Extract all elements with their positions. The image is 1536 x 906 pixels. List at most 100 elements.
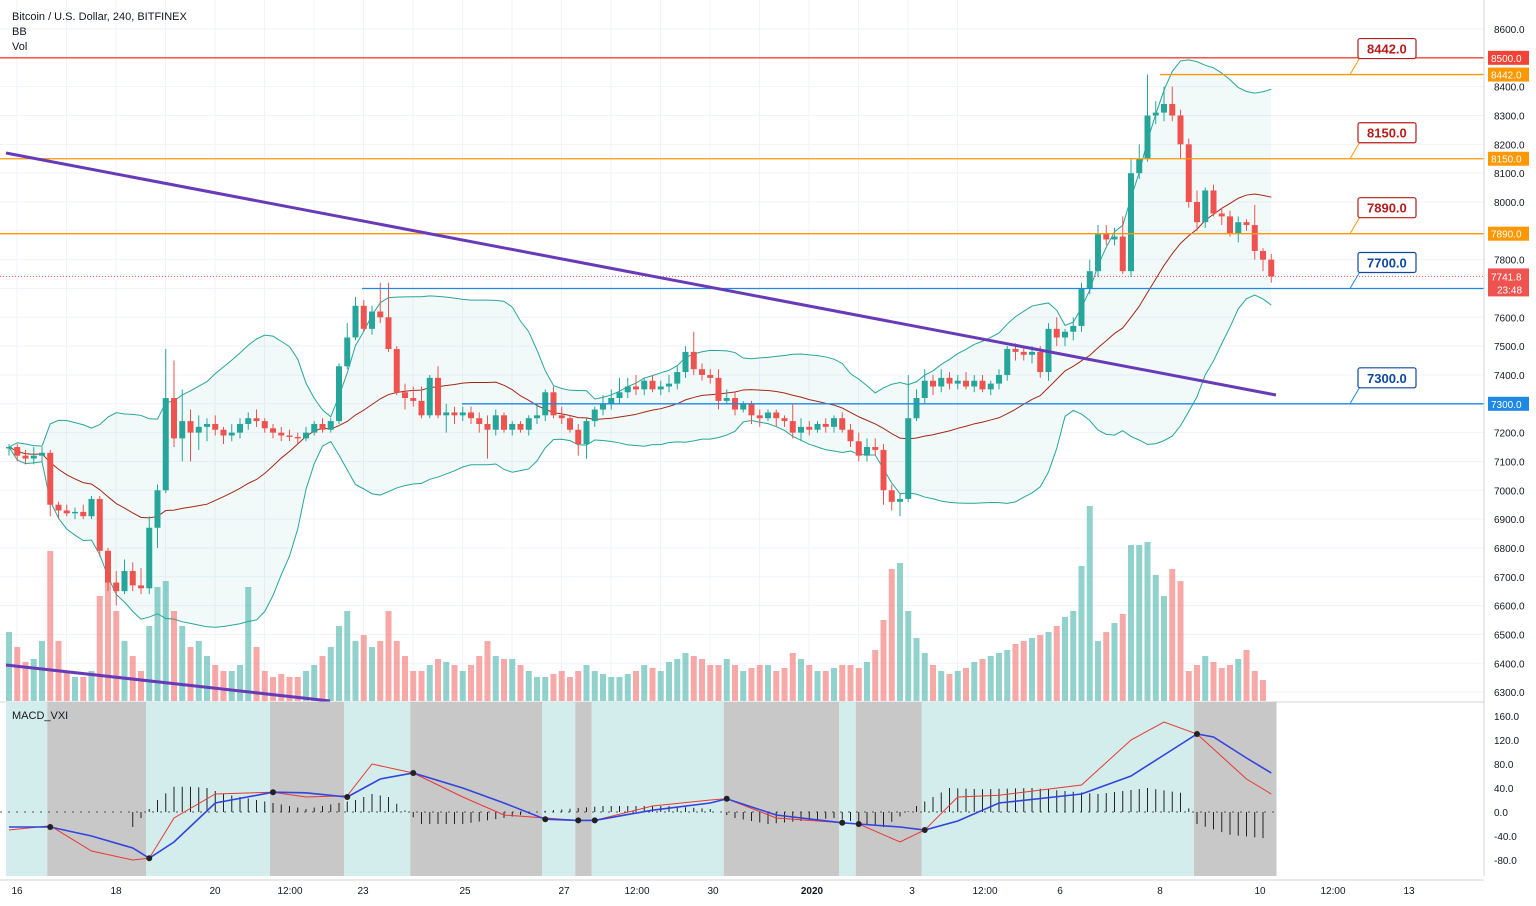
candle-body <box>1161 103 1167 113</box>
candle-body <box>864 447 870 456</box>
candle-body <box>509 423 516 430</box>
volume-bar <box>641 665 648 701</box>
candle-body <box>1210 190 1217 214</box>
candle-body <box>938 377 945 387</box>
candle-body <box>657 386 664 390</box>
price-tick-label: 7200.0 <box>1494 429 1525 440</box>
callout-label: 8150.0 <box>1367 126 1407 141</box>
candle-body <box>187 421 194 433</box>
candle-body <box>146 527 153 589</box>
price-axis-tag <box>1488 226 1529 241</box>
candle-body <box>501 415 507 430</box>
candle-body <box>352 305 359 338</box>
candle-body <box>319 423 326 430</box>
candle-body <box>624 386 631 393</box>
candle-body <box>575 429 582 445</box>
candle-body <box>987 383 994 390</box>
volume-bar <box>418 671 425 701</box>
time-tick-label: 18 <box>110 886 122 897</box>
candle-body <box>1037 351 1044 373</box>
candle-body <box>212 423 219 430</box>
macd-pane <box>0 701 1484 876</box>
candle-body <box>649 380 656 390</box>
volume-bar <box>1111 623 1118 701</box>
volume-bar <box>393 641 400 701</box>
volume-bar <box>162 581 169 701</box>
indicator-vol-label[interactable]: Vol <box>12 41 28 53</box>
candle-body <box>534 415 540 419</box>
candle-body <box>1185 144 1192 202</box>
time-tick-label: 13 <box>1403 886 1415 897</box>
time-axis[interactable]: 16 18 20 12:00 23 25 27 12:00 30 2020 3 12:00 6 8 10 12… <box>0 879 1484 897</box>
candle-body <box>129 571 136 586</box>
bb-upper-line <box>8 59 1272 448</box>
volume-bar <box>369 647 375 701</box>
price-axis-tag-label: 7300.0 <box>1491 400 1522 411</box>
volume-bar <box>1128 545 1134 701</box>
volume-bar <box>954 671 961 701</box>
candle-body <box>1260 250 1266 260</box>
candle-body <box>237 423 243 433</box>
volume-bar <box>938 671 945 701</box>
trendlines[interactable] <box>5 151 1277 703</box>
candle-body <box>855 441 862 456</box>
candle-body <box>723 398 730 401</box>
callout-pointer <box>1349 386 1361 405</box>
volume-bar <box>987 656 994 701</box>
candle-body <box>666 383 672 387</box>
candle-body <box>707 374 714 378</box>
callout-pointer <box>1349 57 1361 75</box>
candle-body <box>905 418 912 499</box>
candlesticks[interactable] <box>6 74 1275 606</box>
lower-trendline <box>5 663 331 703</box>
callout-box <box>1357 251 1417 274</box>
candle-body <box>410 398 417 401</box>
price-axis[interactable]: 8600.0 8500.0 8400.0 8300.0 8200.0 8100.0 8000… <box>1483 0 1529 876</box>
volume-bar <box>682 653 689 701</box>
price-tick-label: 8100.0 <box>1494 169 1525 180</box>
candle-body <box>360 305 367 329</box>
volume-bar <box>855 668 862 701</box>
macd-cross-dot <box>855 821 862 827</box>
candle-body <box>1243 222 1250 226</box>
candle-body <box>63 510 70 514</box>
candle-body <box>311 423 318 433</box>
indicator-bb-label[interactable]: BB <box>12 26 27 38</box>
volume-bar <box>550 674 557 701</box>
volume-bar <box>575 671 582 701</box>
candle-body <box>781 418 788 422</box>
volume-bar <box>501 659 507 701</box>
macd-signal-line <box>8 721 1272 861</box>
candle-body <box>756 415 763 419</box>
macd-cross-dot <box>146 855 153 862</box>
macd-shade <box>146 702 270 876</box>
macd-shade <box>6 702 48 876</box>
candle-body <box>303 432 309 439</box>
volume-bar <box>872 650 879 701</box>
volume-bar <box>253 647 260 701</box>
volume-bar <box>690 656 697 701</box>
candle-body <box>1078 288 1085 326</box>
volume-bar <box>63 671 70 701</box>
volume-bar <box>806 665 813 701</box>
candle-body <box>954 380 961 384</box>
macd-cross-dot <box>921 827 928 833</box>
candle-body <box>583 421 590 445</box>
symbol-title[interactable]: Bitcoin / U.S. Dollar, 240, BITFINEX <box>12 11 187 23</box>
price-axis-tag <box>1488 67 1529 82</box>
horizontal-levels[interactable]: 8442.0 8150.0 7890.0 7700.0 7300.0 <box>0 37 1484 405</box>
volume-bar <box>773 671 780 701</box>
macd-shade <box>344 702 411 876</box>
volume-bar <box>1202 656 1209 701</box>
volume-bar <box>96 596 103 701</box>
candle-body <box>1086 271 1093 289</box>
candle-body <box>773 412 780 419</box>
volume-bar <box>921 653 928 701</box>
macd-indicator-label[interactable]: MACD_VXI <box>12 710 69 722</box>
price-axis-tag <box>1488 396 1529 411</box>
candle-body <box>1169 103 1176 116</box>
volume-bar <box>138 671 144 701</box>
candle-body <box>1029 351 1035 355</box>
macd-tick-label: -40.0 <box>1494 832 1517 843</box>
